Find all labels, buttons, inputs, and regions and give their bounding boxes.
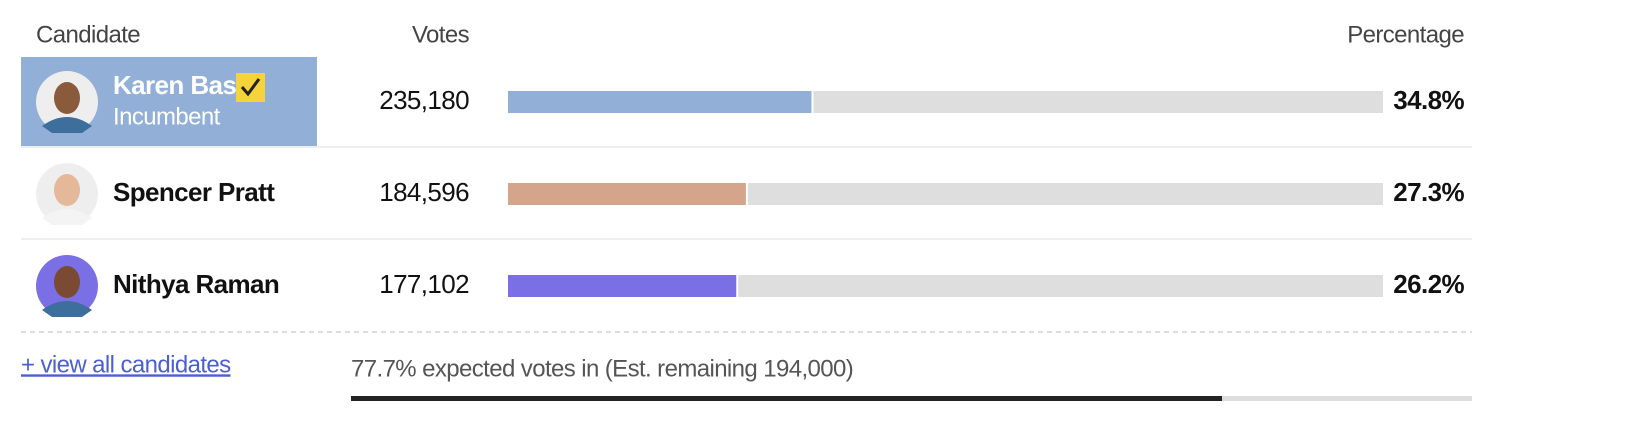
avatar-face <box>54 174 80 206</box>
header-candidate: Candidate <box>36 21 140 48</box>
bar <box>508 91 813 113</box>
header-votes: Votes <box>412 21 470 48</box>
view-all-link[interactable]: + view all candidates <box>21 351 232 378</box>
avatar-body <box>42 117 92 133</box>
candidate-name: Karen Bass <box>113 70 250 100</box>
percentage: 27.3% <box>1393 177 1464 207</box>
candidate-name: Nithya Raman <box>113 269 279 299</box>
winner-check <box>240 78 261 97</box>
avatar-body <box>42 209 92 225</box>
bar <box>508 183 747 205</box>
expected-votes-text: 77.7% expected votes in (Est. remaining … <box>351 355 853 382</box>
percentage: 34.8% <box>1393 85 1464 115</box>
avatar-body <box>42 301 92 317</box>
candidate-name: Spencer Pratt <box>113 177 275 207</box>
avatar-face <box>54 266 80 298</box>
votes: 235,180 <box>379 85 469 115</box>
percentage: 26.2% <box>1393 269 1464 299</box>
header-percentage: Percentage <box>1347 21 1464 48</box>
progress-bar <box>351 396 1223 401</box>
votes: 177,102 <box>379 269 469 299</box>
avatar-face <box>54 82 80 114</box>
votes: 184,596 <box>379 177 469 207</box>
winner-check-box <box>236 73 265 102</box>
bar <box>508 275 738 297</box>
candidate-note: Incumbent <box>113 103 221 130</box>
